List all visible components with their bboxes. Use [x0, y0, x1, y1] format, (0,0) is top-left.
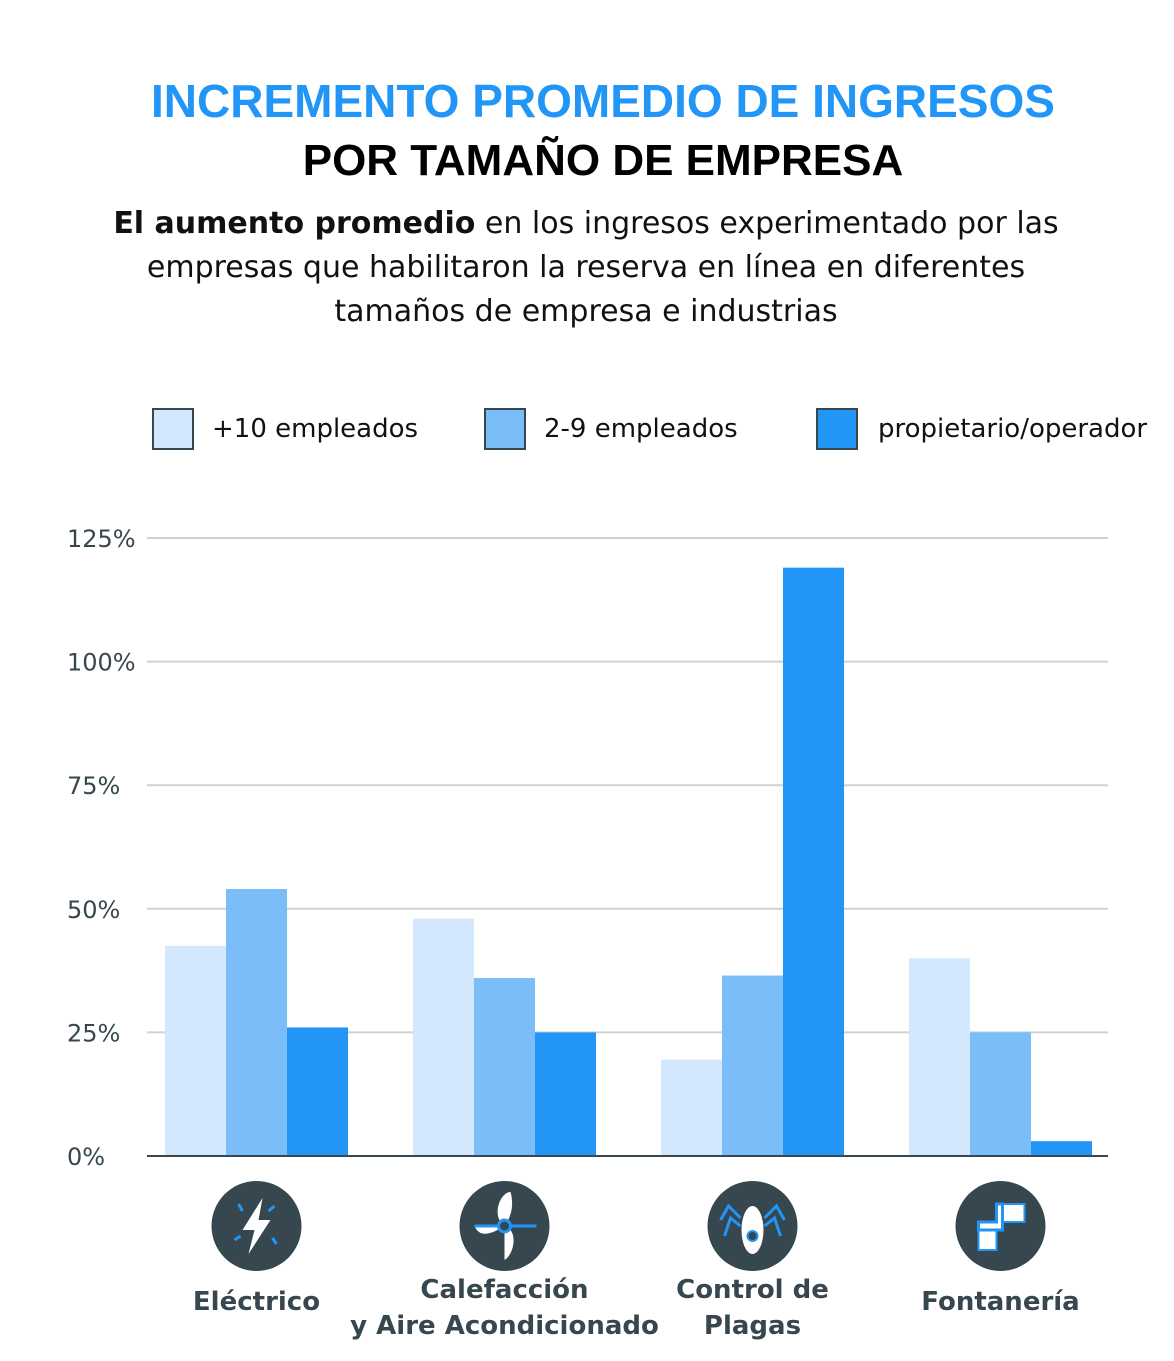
legend-swatch — [816, 408, 858, 450]
category-label-line: Eléctrico — [192, 1287, 321, 1317]
subtitle-rest: en los ingresos experimentado por las em… — [146, 206, 1059, 329]
fan-blade — [497, 1192, 513, 1226]
bar-2-3 — [722, 975, 783, 1156]
category-label: Control de Plagas — [593, 1272, 913, 1344]
category-label-line: Plagas — [703, 1311, 802, 1341]
bar-2-2 — [474, 978, 535, 1156]
bar-3-4 — [1031, 1141, 1092, 1156]
bar-1-1 — [165, 945, 226, 1156]
spark — [237, 1203, 244, 1212]
category-label-line: Control de — [676, 1275, 829, 1305]
legend-item-owner: propietario/operador — [816, 408, 1147, 450]
legend-label: 2-9 empleados — [544, 414, 738, 444]
title-line-1: INCREMENTO PROMEDIO DE INGRESOS — [151, 75, 1055, 127]
bug-leg — [719, 1203, 742, 1221]
spark — [267, 1204, 276, 1213]
y-tick-label: 50% — [67, 896, 120, 924]
legend-label: propietario/operador — [878, 414, 1148, 444]
subtitle: El aumento promedio en los ingresos expe… — [100, 202, 1072, 334]
legend-item-10plus: +10 empleados — [152, 408, 418, 450]
bar-1-4 — [909, 958, 970, 1156]
legend-swatch — [484, 408, 526, 450]
category-label-line: y Aire Acondicionado — [350, 1311, 659, 1341]
y-tick-label: 100% — [67, 649, 136, 677]
bug-leg — [723, 1215, 742, 1237]
y-tick-label: 125% — [67, 525, 136, 553]
lightning-bolt — [242, 1198, 271, 1254]
bar-2-1 — [226, 889, 287, 1156]
category-label-line: Fontanería — [921, 1287, 1080, 1317]
category-label: Fontanería — [841, 1284, 1161, 1320]
bar-3-2 — [535, 1032, 596, 1156]
pipe-elbow — [977, 1202, 1004, 1232]
fan-blade — [474, 1226, 505, 1234]
bar-1-3 — [661, 1059, 722, 1156]
pipe-horizontal — [1001, 1203, 1026, 1223]
bar-2-4 — [970, 1032, 1031, 1156]
bug-spot — [746, 1230, 759, 1242]
spark — [233, 1234, 242, 1242]
category-label: Eléctrico — [97, 1284, 417, 1320]
subtitle-bold: El aumento promedio — [113, 206, 476, 241]
bar-3-3 — [783, 567, 844, 1156]
spark — [271, 1237, 278, 1245]
legend-item-2-9: 2-9 empleados — [484, 408, 738, 450]
y-tick-label: 25% — [67, 1019, 120, 1047]
bar-1-2 — [413, 918, 474, 1156]
y-tick-label: 0% — [67, 1143, 105, 1171]
category-label-line: Calefacción — [420, 1275, 589, 1305]
fan-blade — [504, 1226, 514, 1260]
y-tick-label: 75% — [67, 772, 120, 800]
fan-hub — [497, 1218, 512, 1234]
legend-swatch — [152, 408, 194, 450]
legend-label: +10 empleados — [212, 414, 419, 444]
bug-leg — [763, 1203, 786, 1221]
bug-leg — [763, 1215, 782, 1237]
title-line-2: POR TAMAÑO DE EMPRESA — [302, 136, 904, 185]
category-label: Calefacción y Aire Acondicionado — [345, 1272, 665, 1344]
bar-3-1 — [287, 1027, 348, 1156]
